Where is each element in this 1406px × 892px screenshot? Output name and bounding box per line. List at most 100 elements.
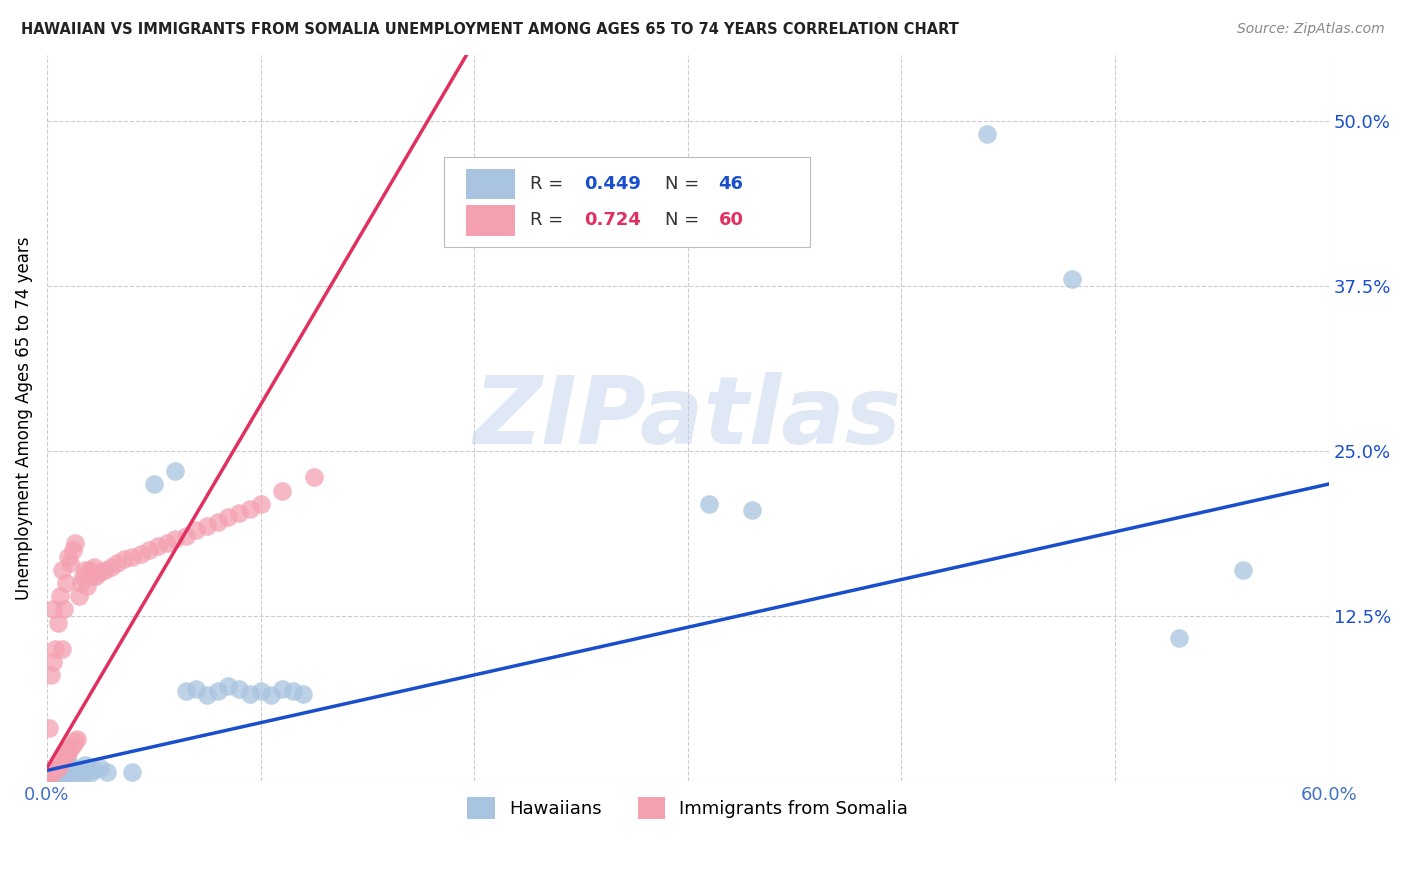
Point [58, 745, 80, 759]
Point [44, 642, 66, 657]
Point [58, 549, 80, 564]
Point [55, 764, 77, 778]
Point [38, 721, 60, 735]
Point [53, 762, 76, 776]
Point [66, 764, 89, 778]
Point [89, 761, 111, 775]
Point [55, 747, 77, 762]
Point [55, 576, 77, 591]
Point [42, 655, 65, 669]
Text: N =: N = [665, 175, 704, 193]
Point [46, 769, 69, 783]
Point [292, 687, 315, 701]
Point [70, 762, 93, 776]
Point [93, 563, 115, 577]
Point [207, 516, 229, 530]
Point [165, 464, 187, 478]
Point [121, 764, 143, 779]
Point [42, 602, 65, 616]
Point [155, 536, 177, 550]
Point [58, 741, 80, 756]
Point [218, 510, 240, 524]
Text: 60: 60 [718, 211, 744, 229]
Point [195, 688, 218, 702]
Point [63, 536, 86, 550]
Point [84, 569, 107, 583]
Point [75, 563, 97, 577]
Point [51, 758, 73, 772]
Point [239, 687, 262, 701]
Point [66, 731, 89, 746]
Point [218, 679, 240, 693]
Point [76, 579, 98, 593]
Text: HAWAIIAN VS IMMIGRANTS FROM SOMALIA UNEMPLOYMENT AMONG AGES 65 TO 74 YEARS CORRE: HAWAIIAN VS IMMIGRANTS FROM SOMALIA UNEM… [21, 22, 959, 37]
Point [62, 739, 84, 753]
Point [174, 684, 197, 698]
Point [249, 497, 271, 511]
Text: 0.449: 0.449 [583, 175, 641, 193]
Point [228, 506, 250, 520]
Point [63, 734, 86, 748]
Point [72, 569, 94, 583]
Point [174, 528, 197, 542]
Point [62, 543, 84, 558]
Point [741, 503, 763, 517]
Point [112, 552, 135, 566]
Point [53, 750, 76, 764]
Point [46, 615, 69, 630]
Point [146, 539, 169, 553]
Point [42, 764, 65, 779]
Point [83, 560, 105, 574]
Point [63, 766, 86, 780]
Point [48, 764, 70, 779]
Point [270, 483, 292, 498]
Point [1232, 563, 1254, 577]
Text: R =: R = [530, 175, 569, 193]
Point [1062, 272, 1084, 286]
Point [100, 560, 122, 574]
Point [138, 543, 160, 558]
Point [228, 681, 250, 696]
Text: 46: 46 [718, 175, 744, 193]
Point [207, 684, 229, 698]
Point [53, 602, 76, 616]
Text: Source: ZipAtlas.com: Source: ZipAtlas.com [1237, 22, 1385, 37]
Point [39, 668, 62, 682]
Y-axis label: Unemployment Among Ages 65 to 74 years: Unemployment Among Ages 65 to 74 years [15, 236, 32, 599]
Point [270, 681, 292, 696]
Text: ZIPatlas: ZIPatlas [474, 372, 901, 464]
Point [96, 764, 118, 779]
Point [129, 547, 152, 561]
Point [58, 754, 80, 768]
Point [976, 128, 998, 142]
Point [62, 761, 84, 775]
Point [58, 767, 80, 781]
Point [260, 688, 283, 702]
Point [46, 761, 69, 775]
Point [195, 519, 218, 533]
Point [186, 681, 208, 696]
Point [79, 563, 101, 577]
Point [142, 477, 165, 491]
Point [67, 764, 90, 779]
Point [51, 642, 73, 657]
Point [59, 764, 82, 779]
Point [53, 766, 76, 780]
FancyBboxPatch shape [444, 157, 810, 247]
Point [1168, 632, 1191, 646]
Point [51, 770, 73, 784]
Point [302, 470, 325, 484]
Point [281, 684, 304, 698]
Point [75, 758, 97, 772]
Point [79, 766, 101, 780]
FancyBboxPatch shape [465, 205, 515, 235]
Legend: Hawaiians, Immigrants from Somalia: Hawaiians, Immigrants from Somalia [460, 790, 915, 826]
Point [39, 766, 62, 780]
Point [46, 761, 69, 775]
Point [165, 533, 187, 547]
Point [83, 764, 105, 778]
Point [72, 767, 94, 781]
Text: 0.724: 0.724 [583, 211, 641, 229]
Point [38, 767, 60, 781]
Point [105, 556, 128, 570]
